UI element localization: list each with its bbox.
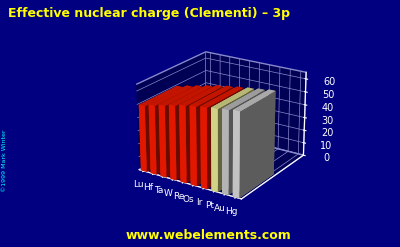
Text: Effective nuclear charge (Clementi) – 3p: Effective nuclear charge (Clementi) – 3p xyxy=(8,7,290,21)
Text: ©1999 Mark Winter: ©1999 Mark Winter xyxy=(2,129,7,192)
Text: www.webelements.com: www.webelements.com xyxy=(125,229,291,242)
